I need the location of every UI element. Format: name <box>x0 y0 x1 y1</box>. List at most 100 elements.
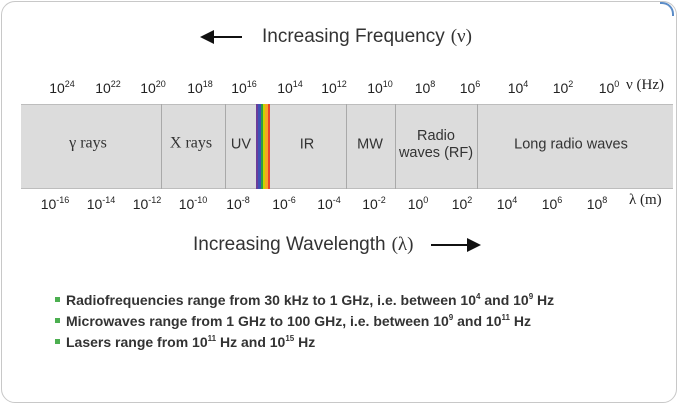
band-radio-waves: Radio waves (RF) <box>399 128 473 162</box>
wavelength-tick-base: 10 <box>178 196 195 212</box>
frequency-tick-base: 10 <box>49 80 65 96</box>
wavelength-tick-exponent: 4 <box>512 195 518 205</box>
wavelength-unit: λ (m) <box>629 192 662 208</box>
note-item: Microwaves range from 1 GHz to 100 GHz, … <box>55 313 554 334</box>
frequency-tick-base: 10 <box>277 80 293 96</box>
visible-color-stripe <box>258 104 261 189</box>
frequency-tick-label: 106 <box>460 79 481 96</box>
wavelength-tick-base: 10 <box>40 196 57 212</box>
band-separator <box>161 104 162 189</box>
spectrum-bar <box>21 104 673 189</box>
band-ir: IR <box>299 136 315 153</box>
wavelength-tick-label: 10-16 <box>41 195 70 212</box>
wavelength-tick-exponent: 2 <box>467 195 473 205</box>
note-item: Radiofrequencies range from 30 kHz to 1 … <box>55 292 554 313</box>
wavelength-tick-label: 10-4 <box>317 195 341 212</box>
note-text-post: Hz <box>509 313 531 329</box>
frequency-tick-base: 10 <box>321 80 337 96</box>
bullet-square-icon <box>55 339 60 344</box>
visible-color-stripe <box>260 104 263 189</box>
wavelength-tick-base: 10 <box>226 196 242 212</box>
wavelength-tick-base: 10 <box>86 196 103 212</box>
band-x-rays: X rays <box>169 134 213 152</box>
frequency-tick-base: 10 <box>598 80 615 96</box>
wavelength-tick-base: 10 <box>586 196 603 212</box>
left-arrow-icon <box>200 30 242 44</box>
frequency-unit: ν (Hz) <box>626 77 665 93</box>
note-text-pre: Lasers range from 10 <box>66 334 208 350</box>
note-text-exp2: 15 <box>285 334 295 343</box>
wavelength-tick-label: 10-8 <box>226 195 250 212</box>
band-separator <box>477 104 478 189</box>
band-radio-line2: waves (RF) <box>398 145 474 161</box>
notes-list: Radiofrequencies range from 30 kHz to 1 … <box>55 292 554 355</box>
frequency-tick-exponent: 14 <box>292 79 303 89</box>
wavelength-tick-exponent: 8 <box>602 195 608 205</box>
frequency-tick-label: 1012 <box>321 79 347 96</box>
frequency-label: Increasing Frequency <box>262 26 445 47</box>
wavelength-tick-exponent: -14 <box>102 195 116 205</box>
visible-color-stripe <box>256 104 259 189</box>
band-mw: MW <box>357 136 383 153</box>
wavelength-tick-exponent: 0 <box>423 195 429 205</box>
wavelength-tick-exponent: -12 <box>148 195 162 205</box>
frequency-tick-exponent: 8 <box>430 79 436 89</box>
frequency-tick-exponent: 2 <box>568 79 574 89</box>
note-text-mid: Hz and 10 <box>216 334 286 350</box>
wavelength-tick-label: 100 <box>408 195 429 212</box>
visible-light-band <box>256 104 270 189</box>
frequency-tick-label: 1014 <box>277 79 303 96</box>
visible-color-stripe <box>262 104 266 189</box>
note-text-mid: and 10 <box>480 292 529 308</box>
frequency-tick-exponent: 22 <box>110 79 121 89</box>
wavelength-tick-exponent: -4 <box>332 195 341 205</box>
wavelength-tick-base: 10 <box>496 196 513 212</box>
note-text-exp1: 9 <box>448 313 454 322</box>
wavelength-tick-base: 10 <box>451 196 468 212</box>
wavelength-tick-label: 102 <box>452 195 473 212</box>
note-item: Lasers range from 1011 Hz and 1015 Hz <box>55 334 554 355</box>
note-text-mid: and 10 <box>453 313 502 329</box>
frequency-tick-exponent: 6 <box>475 79 481 89</box>
frequency-tick-base: 10 <box>231 80 247 96</box>
wavelength-tick-base: 10 <box>272 196 288 212</box>
band-separator <box>346 104 347 189</box>
frequency-tick-exponent: 0 <box>614 79 620 89</box>
note-text-exp1: 11 <box>207 334 217 343</box>
frequency-tick-label: 104 <box>508 79 529 96</box>
wavelength-tick-label: 10-14 <box>87 195 116 212</box>
frequency-tick-base: 10 <box>367 80 383 96</box>
frequency-tick-label: 1018 <box>187 79 213 96</box>
visible-color-stripe <box>265 104 268 189</box>
frequency-tick-label: 1022 <box>95 79 121 96</box>
wavelength-tick-label: 108 <box>587 195 608 212</box>
wavelength-tick-base: 10 <box>541 196 558 212</box>
frequency-tick-base: 10 <box>140 80 156 96</box>
frequency-tick-label: 102 <box>553 79 574 96</box>
frequency-tick-exponent: 18 <box>202 79 213 89</box>
right-arrow-icon <box>431 238 482 252</box>
frequency-tick-exponent: 12 <box>336 79 347 89</box>
wavelength-label: Increasing Wavelength <box>193 234 386 255</box>
visible-color-stripe <box>267 104 270 189</box>
wavelength-tick-base: 10 <box>407 196 424 212</box>
wavelength-tick-exponent: -6 <box>287 195 296 205</box>
note-text-exp2: 9 <box>528 292 534 301</box>
note-text-post: Hz <box>533 292 555 308</box>
frequency-tick-base: 10 <box>95 80 111 96</box>
frequency-tick-base: 10 <box>187 80 203 96</box>
wavelength-tick-label: 10-6 <box>272 195 296 212</box>
wavelength-tick-label: 10-10 <box>179 195 208 212</box>
wavelength-tick-label: 10-2 <box>362 195 386 212</box>
wavelength-tick-base: 10 <box>132 196 149 212</box>
note-text-post: Hz <box>294 334 316 350</box>
band-separator <box>395 104 396 189</box>
frequency-tick-label: 1020 <box>140 79 166 96</box>
frequency-symbol: (ν) <box>450 26 472 47</box>
frequency-tick-base: 10 <box>507 80 524 96</box>
wavelength-tick-base: 10 <box>362 196 378 212</box>
wavelength-tick-base: 10 <box>317 196 333 212</box>
frequency-tick-label: 108 <box>415 79 436 96</box>
wavelength-tick-exponent: 6 <box>557 195 563 205</box>
